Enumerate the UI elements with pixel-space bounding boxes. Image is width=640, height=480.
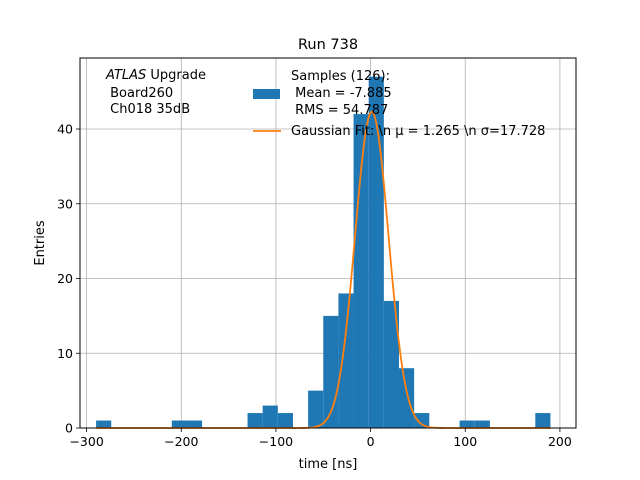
plot-frame	[79, 57, 577, 429]
y-axis-label: Entries	[33, 220, 48, 266]
grid	[80, 58, 576, 429]
histogram-bar	[308, 390, 324, 428]
y-tick-label: 30	[57, 196, 73, 211]
histogram-bar	[459, 420, 475, 428]
legend-fit-label: Gaussian Fit: \n μ = 1.265 \n σ=17.728	[291, 124, 545, 139]
annotation-atlas: ATLAS	[105, 68, 146, 83]
x-tick-label: 200	[548, 434, 572, 449]
x-tick-label: 100	[453, 434, 477, 449]
x-tick-label: −100	[259, 434, 293, 449]
y-axis-ticks: 0 10 20 30 40	[57, 122, 80, 436]
legend-hist-swatch	[253, 89, 280, 99]
histogram-bar	[247, 413, 263, 428]
chart-title: Run 738	[298, 37, 358, 53]
y-tick-label: 20	[57, 271, 73, 286]
histogram-bars	[96, 76, 551, 429]
y-tick-label: 10	[57, 346, 73, 361]
y-tick-label: 0	[65, 421, 73, 436]
x-axis-label: time [ns]	[299, 457, 358, 472]
histogram-bar	[535, 413, 551, 428]
annotation-line-1: ATLAS Upgrade	[105, 68, 206, 83]
histogram-bar	[398, 368, 415, 428]
annotation-line-3: Ch018 35dB	[106, 102, 190, 117]
histogram-bar	[186, 420, 203, 428]
x-axis-ticks: −300 −200 −100 0 100 200	[69, 428, 572, 449]
histogram-bar	[338, 293, 354, 428]
atlas-annotation: ATLAS Upgrade Board260 Ch018 35dB	[105, 68, 206, 117]
x-tick-label: −200	[164, 434, 198, 449]
annotation-upgrade: Upgrade	[146, 68, 206, 83]
histogram-bar	[96, 420, 112, 428]
x-tick-label: −300	[69, 434, 103, 449]
histogram-bar	[474, 420, 490, 428]
histogram-bar	[368, 76, 384, 429]
histogram-bar	[353, 114, 369, 428]
legend-hist-line-2: Mean = -7.885	[291, 86, 392, 101]
legend-hist-line-3: RMS = 54.787	[291, 103, 388, 118]
histogram-bar	[171, 420, 187, 428]
annotation-line-2: Board260	[106, 86, 173, 101]
histogram-bar	[277, 413, 293, 428]
histogram-bar	[383, 300, 399, 428]
x-tick-label: 0	[367, 434, 375, 449]
y-tick-label: 40	[57, 122, 73, 137]
legend-hist-line-1: Samples (126):	[291, 69, 390, 84]
legend: Samples (126): Mean = -7.885 RMS = 54.78…	[253, 69, 545, 139]
histogram-bar	[262, 405, 278, 428]
histogram-bar	[414, 413, 430, 428]
